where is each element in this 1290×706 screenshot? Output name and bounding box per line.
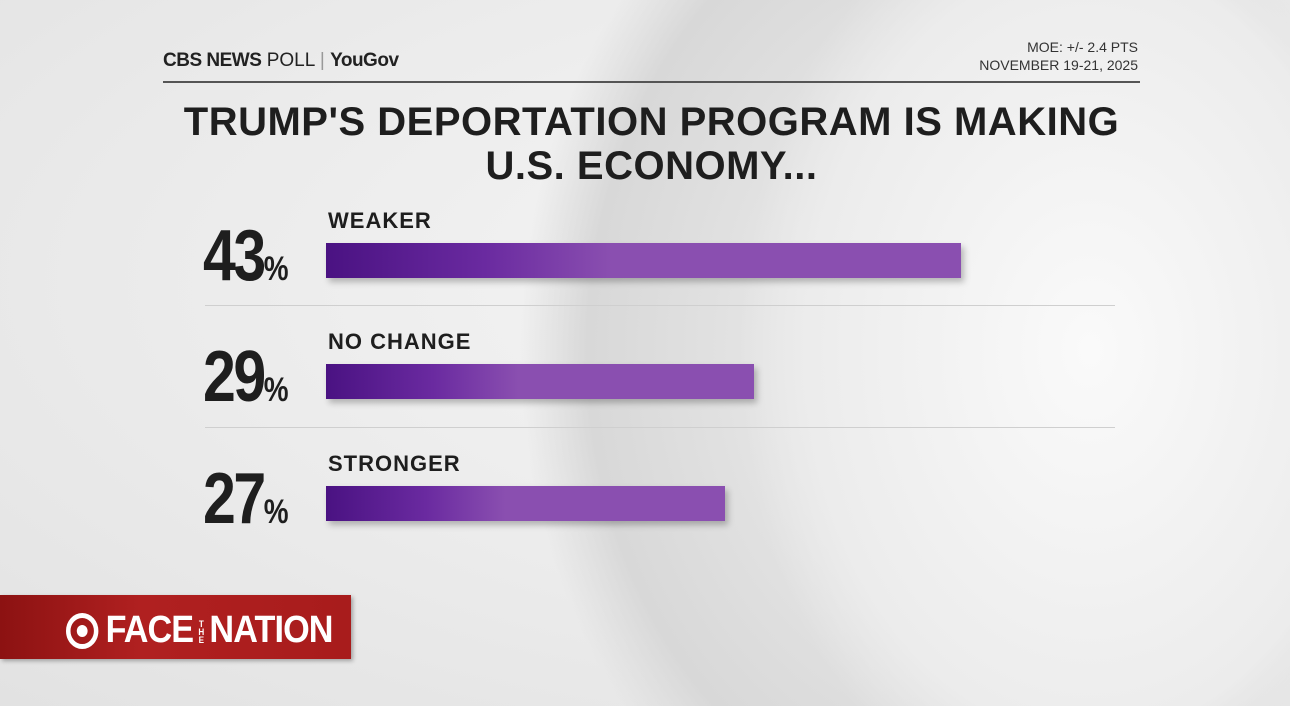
value-label: 43%	[203, 215, 289, 297]
poll-date: NOVEMBER 19-21, 2025	[979, 57, 1138, 73]
cbs-eye-icon	[66, 612, 99, 649]
face-the-nation-banner	[0, 595, 351, 659]
bar-no-change	[326, 364, 755, 399]
row-divider	[205, 305, 1115, 306]
value-number: 29	[203, 337, 266, 417]
header-divider	[163, 81, 1140, 83]
separator: |	[319, 50, 331, 71]
poll-branding: CBS NEWS POLL | YouGov	[163, 50, 399, 72]
percent-sign: %	[263, 493, 289, 531]
value-number: 27	[203, 459, 266, 539]
category-label: WEAKER	[328, 208, 432, 233]
category-label: NO CHANGE	[328, 329, 472, 354]
percent-sign: %	[263, 250, 289, 288]
row-divider	[205, 427, 1115, 428]
face-the-nation-logo: FACE THE NATION	[66, 609, 333, 652]
bar-stronger	[326, 486, 725, 521]
margin-of-error: MOE: +/- 2.4 PTS	[1027, 39, 1138, 55]
value-number: 43	[203, 216, 266, 296]
cbs-news-logo: CBS NEWS	[163, 50, 262, 71]
percent-sign: %	[263, 371, 289, 409]
value-label: 29%	[203, 336, 289, 418]
category-label: STRONGER	[328, 451, 461, 476]
poll-info: MOE: +/- 2.4 PTS NOVEMBER 19-21, 2025	[979, 38, 1138, 74]
bar-weaker	[326, 243, 961, 278]
yougov-logo: YouGov	[330, 50, 399, 71]
poll-label: POLL	[266, 50, 315, 71]
value-label: 27%	[203, 458, 289, 540]
chart-title: TRUMP'S DEPORTATION PROGRAM IS MAKING U.…	[183, 100, 1120, 188]
